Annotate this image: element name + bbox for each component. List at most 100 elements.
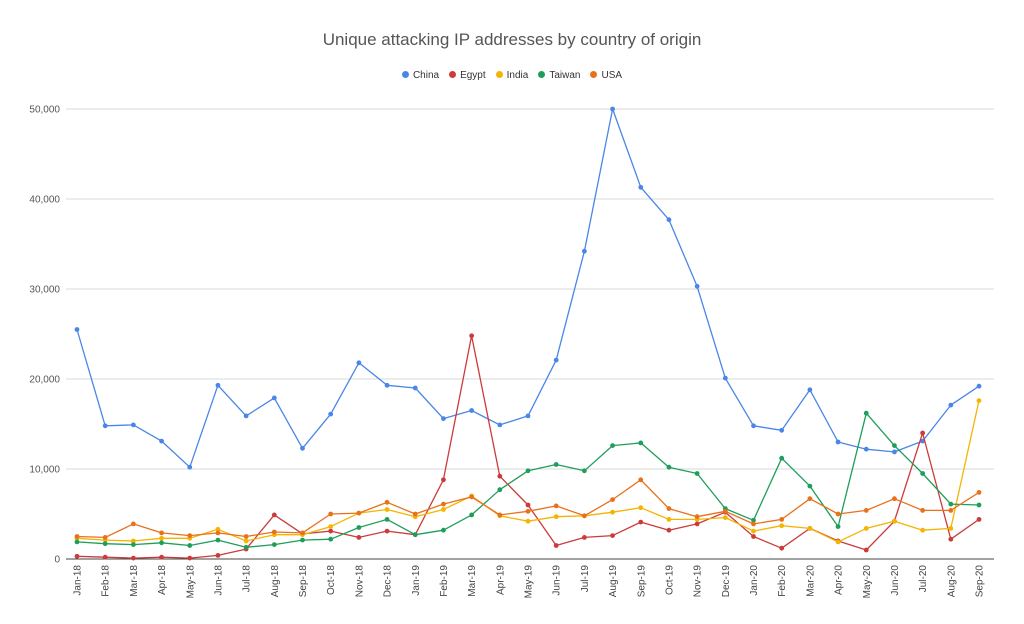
x-tick-label: Mar-19	[467, 565, 478, 597]
x-tick-label: Jan-19	[411, 565, 422, 596]
data-point-china	[384, 382, 390, 388]
data-point-china	[412, 385, 418, 391]
data-point-usa	[751, 521, 756, 527]
data-point-china	[525, 413, 531, 419]
data-point-usa	[863, 508, 869, 513]
data-point-taiwan	[920, 471, 926, 476]
data-point-india	[610, 509, 615, 515]
data-point-usa	[581, 513, 587, 519]
data-point-china	[300, 445, 305, 451]
data-point-taiwan	[187, 543, 193, 548]
y-tick-label: 10,000	[29, 465, 60, 476]
data-point-usa	[610, 497, 615, 502]
data-point-egypt	[187, 555, 193, 561]
data-point-usa	[441, 501, 446, 507]
x-tick-label: Mar-18	[129, 565, 140, 597]
x-tick-label: Sep-19	[636, 565, 647, 598]
data-point-taiwan	[356, 525, 362, 530]
data-point-taiwan	[74, 539, 80, 545]
y-tick-label: 50,000	[29, 105, 60, 116]
data-point-india	[328, 524, 334, 529]
x-tick-label: Dec-18	[383, 565, 394, 598]
x-tick-label: Feb-19	[439, 565, 450, 597]
x-tick-label: May-18	[185, 565, 196, 599]
data-point-china	[497, 422, 503, 428]
data-point-taiwan	[328, 536, 334, 542]
data-point-egypt	[441, 477, 446, 483]
data-point-china	[948, 402, 954, 408]
data-point-china	[779, 427, 785, 433]
data-point-china	[581, 248, 587, 254]
data-point-egypt	[74, 553, 80, 559]
data-point-egypt	[863, 547, 869, 553]
data-point-china	[638, 184, 644, 190]
x-tick-label: Nov-18	[354, 565, 365, 598]
data-point-taiwan	[412, 532, 418, 538]
legend-label: China	[412, 70, 440, 81]
data-point-egypt	[638, 519, 644, 525]
data-point-china	[835, 439, 841, 445]
data-point-usa	[638, 477, 644, 483]
data-point-taiwan	[751, 517, 756, 523]
data-point-usa	[271, 529, 277, 535]
x-tick-label: Aug-19	[608, 565, 619, 598]
data-point-india	[553, 514, 559, 520]
data-point-india	[666, 517, 672, 522]
legend-label: India	[506, 70, 529, 81]
x-tick-label: Jan-20	[749, 565, 760, 596]
data-point-taiwan	[638, 440, 644, 446]
data-point-india	[920, 527, 926, 533]
data-point-taiwan	[497, 487, 503, 493]
x-tick-label: Oct-18	[326, 565, 337, 595]
data-point-india	[722, 515, 728, 520]
data-point-egypt	[525, 502, 531, 508]
y-tick-label: 20,000	[29, 375, 60, 386]
data-point-usa	[300, 530, 305, 536]
data-point-china	[328, 411, 334, 417]
data-point-taiwan	[835, 524, 841, 529]
data-point-egypt	[384, 528, 390, 534]
data-point-china	[751, 423, 756, 429]
data-point-taiwan	[441, 527, 446, 533]
data-point-usa	[976, 490, 982, 495]
data-point-china	[610, 106, 615, 112]
data-point-usa	[159, 530, 164, 536]
data-point-egypt	[610, 533, 615, 538]
x-tick-label: Oct-19	[664, 565, 675, 595]
x-tick-label: Mar-20	[805, 565, 816, 597]
data-point-egypt	[920, 430, 926, 436]
data-point-usa	[694, 514, 700, 520]
data-point-india	[525, 518, 531, 524]
data-point-egypt	[271, 512, 277, 518]
data-point-egypt	[328, 528, 334, 534]
data-point-taiwan	[469, 512, 475, 518]
data-point-usa	[722, 508, 728, 514]
data-point-usa	[74, 534, 80, 539]
legend-dot	[401, 71, 409, 78]
data-point-india	[807, 526, 813, 531]
data-point-china	[187, 464, 193, 470]
data-point-taiwan	[130, 542, 136, 547]
data-point-china	[130, 422, 136, 428]
data-point-egypt	[666, 527, 672, 533]
x-tick-label: Jun-18	[213, 565, 224, 596]
data-point-taiwan	[948, 501, 954, 507]
data-point-egypt	[553, 543, 559, 548]
x-tick-label: Feb-18	[101, 565, 112, 597]
data-point-egypt	[469, 333, 475, 339]
data-point-taiwan	[525, 468, 531, 474]
data-point-taiwan	[976, 502, 982, 508]
data-point-usa	[553, 503, 559, 509]
x-tick-label: Feb-20	[777, 565, 788, 597]
data-point-china	[976, 383, 982, 389]
data-point-usa	[328, 511, 334, 517]
data-point-usa	[130, 521, 136, 527]
data-point-egypt	[976, 517, 982, 522]
data-point-china	[102, 423, 108, 429]
data-point-china	[159, 438, 164, 444]
data-point-china	[74, 327, 80, 332]
data-point-china	[271, 395, 277, 401]
data-point-usa	[187, 533, 193, 538]
data-point-china	[863, 446, 869, 452]
